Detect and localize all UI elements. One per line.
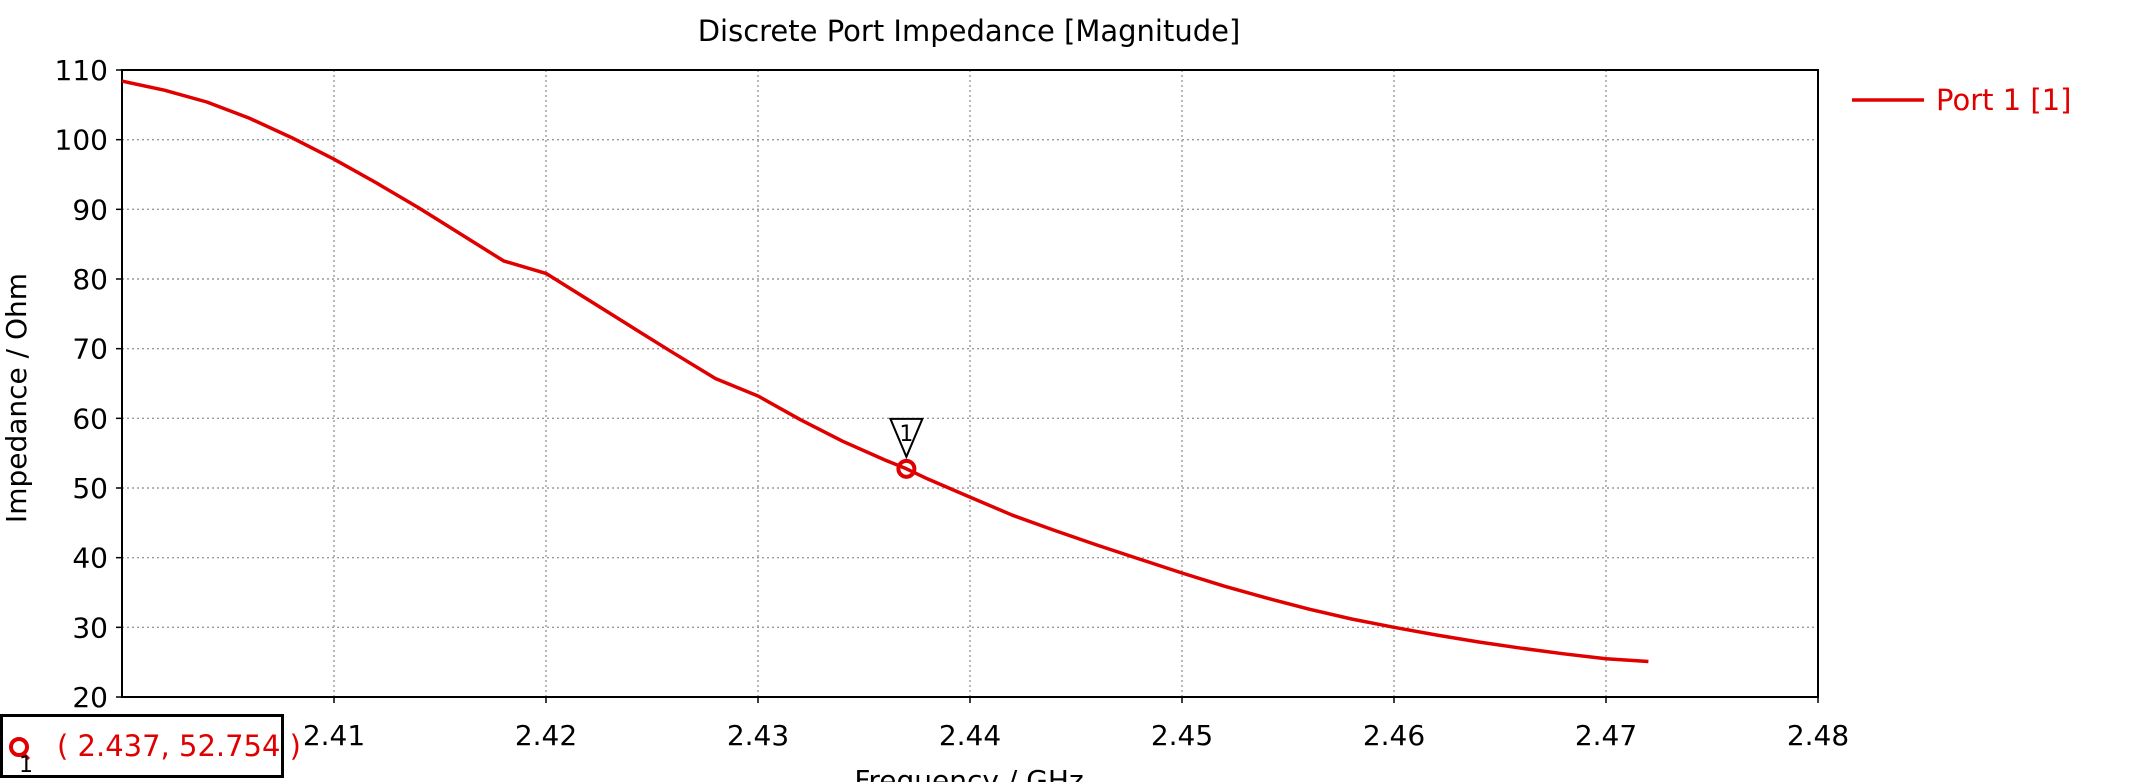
marker-flag — [888, 417, 924, 460]
chart-title: Discrete Port Impedance [Magnitude] — [698, 14, 1241, 48]
marker-readout-value: ( 2.437, 52.754 ) — [57, 729, 301, 763]
y-tick-label: 110 — [55, 54, 108, 87]
x-tick-label: 2.43 — [727, 719, 789, 752]
x-tick-label: 2.44 — [939, 719, 1001, 752]
plot-frame — [121, 69, 1819, 698]
legend-label: Port 1 [1] — [1936, 83, 2071, 117]
x-axis-label: Frequency / GHz — [854, 764, 1083, 782]
y-axis-label: Impedance / Ohm — [0, 273, 33, 523]
x-tick-label: 2.48 — [1787, 719, 1849, 752]
axes — [116, 69, 1819, 703]
y-tick-label: 30 — [72, 611, 108, 644]
y-tick-label: 40 — [72, 542, 108, 575]
y-tick-label: 90 — [72, 193, 108, 226]
marker-point — [896, 458, 917, 479]
series-line — [121, 79, 1649, 664]
y-tick-label: 100 — [55, 124, 108, 157]
x-tick-label: 2.45 — [1151, 719, 1213, 752]
x-tick-label: 2.41 — [303, 719, 365, 752]
legend: Port 1 [1] — [1852, 83, 2071, 117]
grid-lines — [122, 70, 1818, 697]
y-tick-label: 20 — [72, 681, 108, 714]
x-tick-label: 2.42 — [515, 719, 577, 752]
series-lines — [121, 79, 1649, 664]
chart-markers[interactable]: 1 — [888, 417, 924, 479]
marker-circle-icon — [9, 737, 31, 761]
marker-label: 1 — [899, 422, 913, 447]
tick-labels: 2.41 2.42 2.43 2.44 2.45 2.46 2.47 2.48 20 30 40 50… — [55, 54, 1850, 752]
y-tick-label: 80 — [72, 263, 108, 296]
y-tick-label: 60 — [72, 402, 108, 435]
x-tick-label: 2.47 — [1575, 719, 1637, 752]
marker-readout-index: 1 — [19, 753, 33, 778]
x-tick-label: 2.46 — [1363, 719, 1425, 752]
marker-readout-box[interactable]: 1 ( 2.437, 52.754 ) — [0, 714, 301, 778]
y-tick-label: 70 — [72, 333, 108, 366]
y-tick-label: 50 — [72, 472, 108, 505]
